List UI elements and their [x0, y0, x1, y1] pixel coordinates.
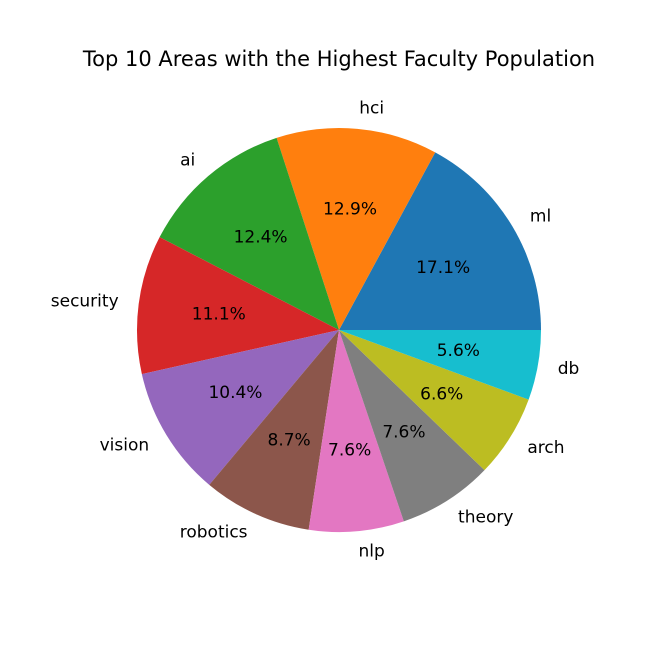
- slice-percent-arch: 6.6%: [420, 384, 463, 404]
- pie-labels: ml hci ai security vision robotics nlp theory ar…: [51, 99, 580, 562]
- pie-slice-vision: [141, 330, 339, 485]
- pie-slice-theory: [339, 330, 485, 522]
- slice-percent-ai: 12.4%: [234, 228, 288, 248]
- pie-percent-labels: 17.1% 12.9% 12.4% 11.1% 10.4% 8.7% 7.6% 7.6% 6.6…: [192, 199, 480, 460]
- slice-percent-theory: 7.6%: [382, 422, 425, 442]
- slice-label-robotics: robotics: [180, 523, 248, 543]
- pie-slice-db: [339, 330, 541, 400]
- slice-label-security: security: [51, 291, 119, 311]
- pie-slice-ai: [159, 137, 339, 330]
- pie-slices: [136, 128, 541, 532]
- slice-label-ml: ml: [530, 206, 551, 226]
- slice-label-db: db: [558, 359, 580, 379]
- slice-label-hci: hci: [359, 99, 384, 119]
- slice-percent-ml: 17.1%: [416, 258, 470, 278]
- pie-slice-arch: [339, 330, 529, 471]
- chart-title: Top 10 Areas with the Highest Faculty Po…: [82, 47, 595, 71]
- slice-percent-nlp: 7.6%: [328, 441, 371, 461]
- pie-slice-nlp: [308, 330, 404, 532]
- pie-slice-robotics: [209, 330, 339, 530]
- pie-slice-hci: [276, 128, 436, 330]
- pie-slice-security: [136, 237, 339, 375]
- slice-label-ai: ai: [180, 151, 195, 171]
- slice-label-vision: vision: [100, 436, 150, 456]
- slice-percent-security: 11.1%: [192, 304, 246, 324]
- slice-percent-robotics: 8.7%: [268, 430, 311, 450]
- slice-label-nlp: nlp: [359, 541, 385, 561]
- slice-percent-hci: 12.9%: [323, 199, 377, 219]
- slice-label-arch: arch: [527, 438, 564, 458]
- slice-percent-db: 5.6%: [437, 341, 480, 361]
- slice-label-theory: theory: [458, 508, 513, 528]
- pie-slice-ml: [339, 152, 541, 330]
- slice-percent-vision: 10.4%: [208, 383, 262, 403]
